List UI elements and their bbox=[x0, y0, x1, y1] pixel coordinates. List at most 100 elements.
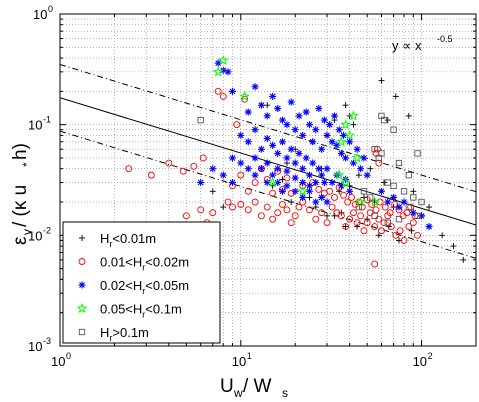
data-point bbox=[197, 206, 205, 214]
data-point bbox=[375, 215, 383, 223]
y-axis-title-rest2: h) bbox=[10, 143, 31, 160]
data-point bbox=[263, 159, 271, 167]
data-point bbox=[350, 209, 357, 217]
y-tick-label-exponent: -3 bbox=[43, 336, 51, 346]
data-point bbox=[336, 136, 347, 147]
data-point bbox=[287, 189, 295, 197]
data-point bbox=[278, 187, 286, 195]
legend-marker-2 bbox=[78, 281, 86, 289]
data-point bbox=[251, 198, 259, 206]
x-tick-label-exponent: 1 bbox=[247, 351, 252, 361]
data-point bbox=[326, 187, 334, 195]
data-point bbox=[357, 165, 365, 173]
data-point bbox=[414, 231, 421, 239]
data-point bbox=[269, 171, 277, 179]
data-point bbox=[318, 145, 326, 153]
data-point bbox=[390, 182, 397, 189]
x-axis-title-main: U bbox=[220, 376, 234, 397]
data-point bbox=[414, 212, 421, 219]
data-point bbox=[269, 215, 277, 223]
data-point bbox=[328, 203, 336, 211]
data-point bbox=[354, 223, 361, 230]
x-axis-title: U w / W s bbox=[220, 376, 288, 400]
data-point bbox=[244, 138, 252, 146]
y-axis-title-main: ε bbox=[10, 236, 31, 245]
data-point bbox=[179, 167, 187, 175]
data-point bbox=[287, 219, 295, 227]
data-point bbox=[274, 209, 282, 217]
data-point bbox=[269, 92, 277, 100]
x-tick-label-exponent: 2 bbox=[428, 351, 433, 361]
data-point bbox=[278, 116, 286, 124]
y-axis-title-rest: / (κ u bbox=[10, 185, 31, 227]
data-point bbox=[360, 188, 368, 195]
trend-lines bbox=[60, 63, 476, 259]
data-point bbox=[318, 193, 326, 201]
data-point bbox=[274, 149, 282, 157]
data-point bbox=[384, 219, 391, 226]
data-point bbox=[387, 223, 395, 231]
data-point bbox=[418, 198, 425, 206]
data-point bbox=[340, 176, 351, 188]
x-tick-label-exponent: 0 bbox=[66, 351, 71, 361]
data-point bbox=[295, 112, 303, 120]
data-point bbox=[315, 165, 323, 173]
data-point bbox=[125, 165, 133, 173]
data-point bbox=[251, 126, 259, 134]
y-axis-title-sub2: * bbox=[20, 162, 34, 167]
data-point bbox=[287, 145, 295, 153]
data-point bbox=[378, 77, 385, 84]
data-point bbox=[291, 187, 299, 195]
data-point bbox=[392, 231, 400, 239]
legend-box bbox=[62, 221, 221, 344]
data-point bbox=[251, 171, 259, 179]
data-point bbox=[257, 165, 265, 173]
legend: Hr<0.01m 0.01<Hr<0.02m 0.02<Hr<0.05m 0.05<H… bbox=[62, 221, 221, 344]
data-point bbox=[274, 165, 282, 173]
data-point bbox=[323, 165, 331, 173]
data-point bbox=[331, 193, 338, 201]
data-point bbox=[267, 176, 278, 188]
data-point bbox=[375, 232, 382, 239]
data-point bbox=[340, 191, 347, 199]
data-point bbox=[237, 159, 245, 167]
data-point bbox=[251, 179, 259, 186]
data-point bbox=[336, 188, 343, 195]
data-point bbox=[333, 141, 341, 149]
data-point bbox=[299, 131, 307, 139]
y-tick-label: 10 bbox=[28, 118, 42, 133]
data-point bbox=[395, 216, 403, 223]
data-point bbox=[342, 223, 350, 231]
data-point bbox=[241, 95, 249, 103]
data-point bbox=[229, 87, 237, 95]
data-point bbox=[288, 199, 295, 206]
data-point bbox=[312, 126, 320, 134]
data-point bbox=[263, 112, 271, 120]
data-point bbox=[312, 179, 320, 187]
data-point bbox=[405, 223, 413, 231]
data-point bbox=[355, 172, 362, 179]
data-point bbox=[302, 108, 310, 116]
data-point bbox=[348, 110, 359, 121]
legend-label-0: Hr<0.01m bbox=[100, 231, 156, 249]
data-point bbox=[367, 165, 374, 172]
data-point bbox=[295, 149, 303, 157]
data-point bbox=[306, 121, 314, 129]
data-point bbox=[199, 154, 207, 162]
data-point bbox=[257, 101, 265, 109]
y-axis-title-sub: v bbox=[20, 229, 34, 235]
y-axis-title: ε v / (κ u * h) bbox=[10, 143, 34, 245]
y-tick-label: 10 bbox=[28, 339, 42, 354]
trend-line-lower bbox=[60, 130, 476, 259]
data-point bbox=[263, 134, 271, 142]
data-point bbox=[312, 215, 320, 223]
data-point bbox=[360, 227, 368, 235]
axis-ticks: 10 0 10 1 10 210 -310 -210 -110 0 bbox=[28, 4, 477, 369]
data-point bbox=[371, 260, 379, 268]
data-point bbox=[197, 179, 205, 187]
data-point bbox=[312, 198, 320, 206]
y-tick-label-exponent: -2 bbox=[43, 225, 51, 235]
data-point bbox=[342, 223, 349, 230]
data-point bbox=[279, 201, 286, 208]
